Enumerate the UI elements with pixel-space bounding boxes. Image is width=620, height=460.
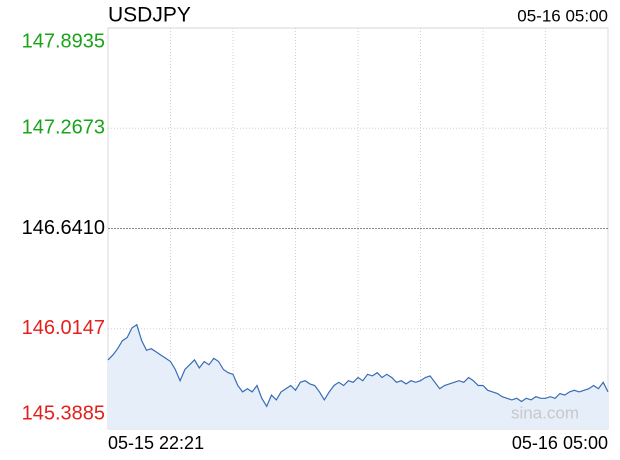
area: [108, 324, 608, 429]
y-tick-label: 147.2673: [22, 117, 105, 139]
y-tick-label: 147.8935: [22, 30, 105, 52]
watermark: sina.com: [511, 403, 579, 422]
y-tick-label: 145.3885: [22, 402, 105, 424]
x-tick-label: 05-15 22:21: [108, 433, 204, 453]
line: [107, 323, 609, 408]
y-tick-label: 146.0147: [22, 317, 105, 339]
y-tick-label: 146.6410: [22, 217, 105, 239]
x-tick-label: 05-16 05:00: [512, 433, 608, 453]
chart-title: USDJPY: [108, 4, 191, 27]
timestamp: 05-16 05:00: [517, 6, 608, 25]
plot: 145.3885146.0147146.641146.6410147.26731…: [22, 27, 609, 430]
